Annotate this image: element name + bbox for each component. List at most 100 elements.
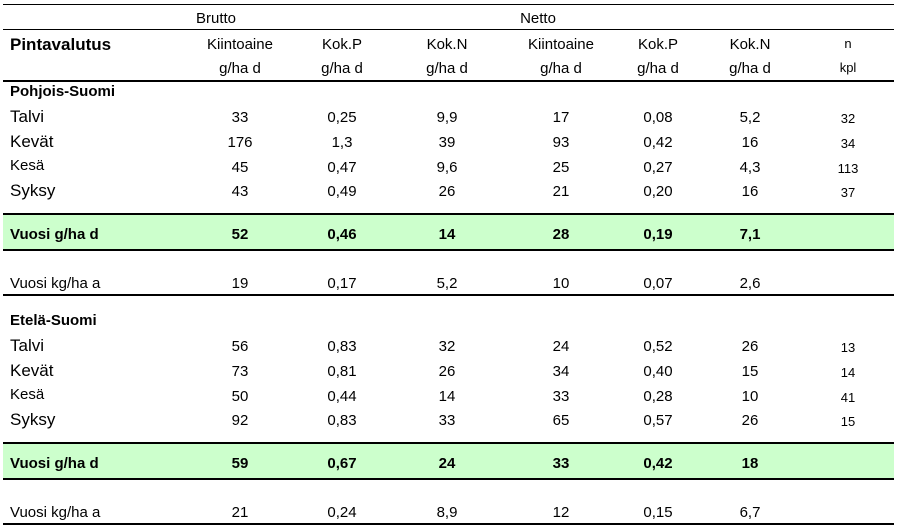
year-day-label: Vuosi g/ha d (10, 455, 99, 472)
cell-value: 34 (552, 363, 570, 380)
section-end-rule (3, 294, 894, 296)
year-day-value: 24 (438, 455, 456, 472)
season-label: Syksy (10, 181, 56, 200)
season-label: Kevät (10, 132, 54, 151)
cell-value: 0,57 (643, 412, 673, 429)
cell-value: 26 (741, 338, 759, 355)
cell-value: 0,52 (643, 338, 673, 355)
cell-value: 0,25 (327, 109, 357, 126)
year-annual-value: 0,15 (643, 504, 673, 521)
cell-value: 0,42 (643, 134, 673, 151)
header-group-rule (3, 29, 894, 30)
cell-value: 39 (438, 134, 456, 151)
season-label: Talvi (10, 336, 45, 355)
cell-value: 17 (552, 109, 570, 126)
column-header-unit: g/ha d (637, 60, 679, 77)
year-annual-value: 12 (552, 504, 570, 521)
header-bottom-rule (3, 80, 894, 82)
cell-value: 4,3 (739, 159, 761, 176)
sample-count: 41 (840, 390, 856, 405)
highlight-band (3, 444, 894, 478)
highlight-band (3, 215, 894, 249)
season-label: Syksy (10, 410, 56, 429)
year-day-value: 14 (438, 226, 456, 243)
cell-value: 24 (552, 338, 570, 355)
cell-value: 26 (438, 363, 456, 380)
year-annual-value: 21 (231, 504, 249, 521)
year-day-value: 0,42 (643, 455, 673, 472)
section-rule (3, 442, 894, 444)
column-header-line1: Kok.P (637, 36, 679, 53)
sample-count: 34 (840, 136, 856, 151)
cell-value: 176 (227, 134, 253, 151)
year-day-bottom-rule (3, 478, 894, 480)
column-header-line1: Kok.N (426, 36, 468, 53)
year-annual-value: 19 (231, 275, 249, 292)
year-day-value: 59 (231, 455, 249, 472)
sample-count: 15 (840, 414, 856, 429)
column-header-unit: g/ha d (540, 60, 582, 77)
year-annual-value: 8,9 (436, 504, 458, 521)
cell-value: 15 (741, 363, 759, 380)
year-day-value: 7,1 (739, 226, 761, 243)
cell-value: 14 (438, 388, 456, 405)
season-label: Kesä (10, 157, 45, 174)
cell-value: 1,3 (331, 134, 353, 151)
group-label-netto: Netto (520, 10, 556, 27)
column-header-line1: Kok.N (729, 36, 771, 53)
year-day-value: 0,46 (327, 226, 357, 243)
cell-value: 0,27 (643, 159, 673, 176)
cell-value: 0,81 (327, 363, 357, 380)
cell-value: 16 (741, 134, 759, 151)
sample-count: 37 (840, 185, 856, 200)
cell-value: 45 (231, 159, 249, 176)
section-title: Pohjois-Suomi (10, 83, 115, 100)
column-header-line1: Kiintoaine (207, 36, 273, 53)
cell-value: 32 (438, 338, 456, 355)
cell-value: 0,08 (643, 109, 673, 126)
year-day-value: 52 (231, 226, 249, 243)
cell-value: 26 (438, 183, 456, 200)
year-day-value: 0,19 (643, 226, 673, 243)
column-header-unit: g/ha d (219, 60, 261, 77)
sample-count: 32 (840, 111, 856, 126)
column-header-line1: Kiintoaine (528, 36, 594, 53)
year-annual-value: 6,7 (739, 504, 761, 521)
cell-value: 73 (231, 363, 249, 380)
year-annual-value: 5,2 (436, 275, 458, 292)
season-label: Talvi (10, 107, 45, 126)
cell-value: 10 (741, 388, 759, 405)
sample-count: 113 (837, 161, 859, 176)
group-label-brutto: Brutto (195, 10, 237, 27)
cell-value: 21 (552, 183, 570, 200)
year-day-bottom-rule (3, 249, 894, 251)
year-day-value: 33 (552, 455, 570, 472)
year-annual-value: 2,6 (739, 275, 761, 292)
cell-value: 92 (231, 412, 249, 429)
cell-value: 0,28 (643, 388, 673, 405)
cell-value: 26 (741, 412, 759, 429)
section-rule (3, 213, 894, 215)
cell-value: 0,20 (643, 183, 673, 200)
cell-value: 0,40 (643, 363, 673, 380)
cell-value: 0,49 (327, 183, 357, 200)
year-annual-label: Vuosi kg/ha a (10, 275, 101, 292)
sample-count: 14 (840, 365, 856, 380)
column-header-line1: n (844, 36, 852, 51)
cell-value: 33 (438, 412, 456, 429)
year-day-value: 0,67 (327, 455, 357, 472)
column-header-unit: g/ha d (321, 60, 363, 77)
table-title: Pintavalutus (10, 35, 112, 54)
year-annual-value: 0,17 (327, 275, 357, 292)
cell-value: 43 (231, 183, 249, 200)
year-annual-value: 0,07 (643, 275, 673, 292)
column-header-line1: Kok.P (321, 36, 363, 53)
cell-value: 0,83 (327, 412, 357, 429)
cell-value: 93 (552, 134, 570, 151)
cell-value: 33 (552, 388, 570, 405)
year-annual-value: 0,24 (327, 504, 357, 521)
column-header-unit: g/ha d (729, 60, 771, 77)
cell-value: 65 (552, 412, 570, 429)
season-label: Kevät (10, 361, 54, 380)
year-day-value: 18 (741, 455, 759, 472)
